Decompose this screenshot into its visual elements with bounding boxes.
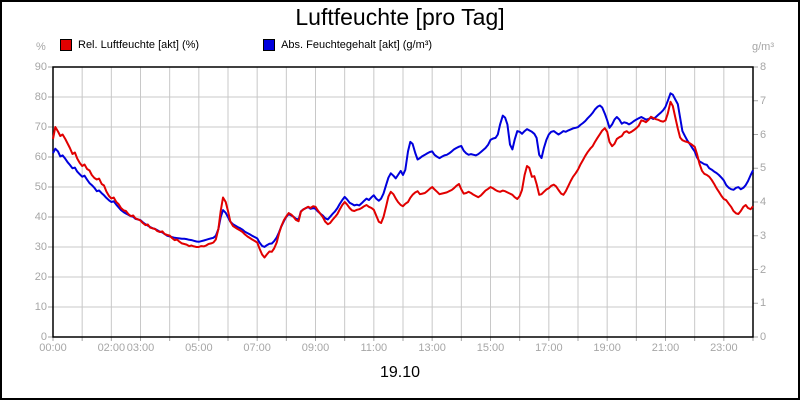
x-axis-tick-label: 03:00 [126, 342, 155, 354]
legend-swatch-blue [263, 39, 276, 51]
right-axis-tick-label: 7 [760, 94, 767, 107]
x-axis-tick-label: 11:00 [360, 342, 388, 354]
left-axis-tick-label: 60 [34, 151, 47, 163]
x-axis-tick-label: 17:00 [535, 342, 563, 354]
x-axis-tick-label: 02:00 [97, 342, 126, 354]
series-line-1 [52, 100, 754, 259]
right-axis-tick-label: 8 [760, 61, 767, 73]
x-axis-tick-label: 13:00 [418, 342, 446, 354]
left-axis-unit-label: % [36, 41, 46, 53]
x-axis-tick-label: 09:00 [301, 342, 330, 354]
left-axis-tick-label: 40 [34, 211, 47, 223]
chart-title: Luftfeuchte [pro Tag] [295, 4, 505, 30]
x-axis-tick-label: 23:00 [710, 342, 738, 354]
left-axis-tick-label: 30 [34, 241, 47, 253]
x-axis-tick-label: 05:00 [185, 342, 213, 354]
left-axis-tick-label: 50 [34, 181, 47, 193]
x-axis-tick-label: 07:00 [243, 342, 271, 354]
left-axis-tick-label: 70 [34, 121, 47, 133]
legend: Rel. Luftfeuchte [akt] (%) Abs. Feuchteg… [60, 39, 432, 51]
right-axis-tick-label: 6 [760, 128, 767, 141]
left-axis-tick-label: 20 [34, 271, 47, 283]
right-axis-tick-label: 5 [760, 162, 767, 175]
legend-item-abs-feuchtegehalt: Abs. Feuchtegehalt [akt] (g/m³) [263, 39, 432, 51]
left-axis-tick-label: 10 [34, 301, 47, 313]
x-axis-tick-label: 21:00 [651, 342, 680, 354]
left-axis-tick-label: 90 [34, 61, 47, 73]
right-axis-unit-label: g/m³ [752, 41, 774, 53]
x-axis-tick-label: 00:00 [39, 342, 67, 354]
x-axis-tick-label: 19:00 [593, 342, 621, 354]
x-axis-tick-label: 15:00 [476, 342, 505, 354]
plot-frame [52, 66, 754, 338]
right-axis-tick-label: 4 [760, 196, 767, 208]
legend-label-abs-feuchtegehalt: Abs. Feuchtegehalt [akt] (g/m³) [281, 39, 433, 51]
right-axis-tick-label: 0 [760, 331, 767, 343]
date-label: 19.10 [379, 364, 421, 381]
left-axis-tick-label: 0 [40, 331, 47, 343]
legend-swatch-red [60, 39, 72, 51]
legend-item-rel-luftfeuchte: Rel. Luftfeuchte [akt] (%) [60, 39, 199, 51]
right-axis-tick-label: 1 [760, 297, 767, 310]
legend-label-rel-luftfeuchte: Rel. Luftfeuchte [akt] (%) [78, 39, 200, 51]
right-axis-tick-label: 2 [760, 263, 767, 276]
right-axis-tick-label: 3 [760, 229, 767, 242]
left-axis-tick-label: 80 [34, 91, 47, 103]
